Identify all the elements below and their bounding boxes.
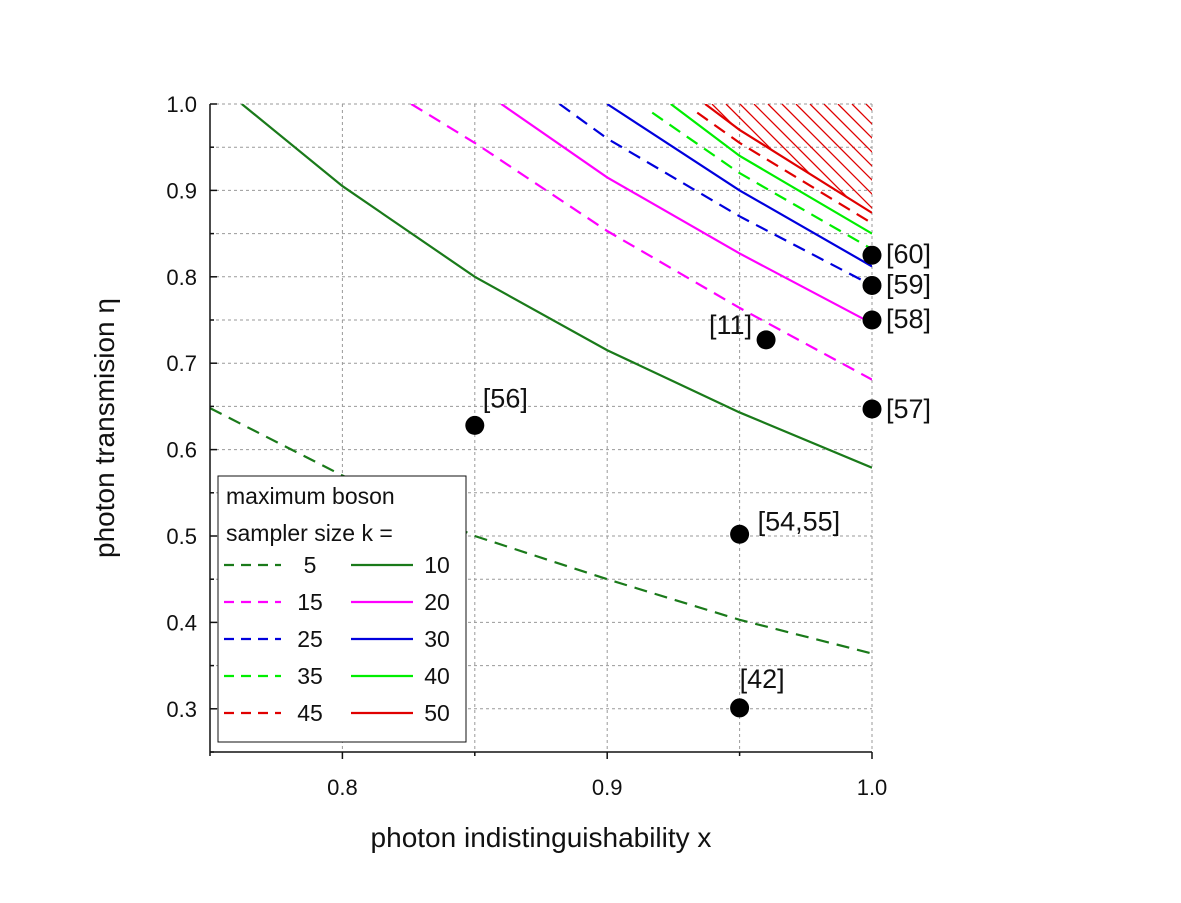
hatch-line <box>795 104 872 213</box>
legend-label-k-50: 50 <box>424 700 450 726</box>
data-point-label: [56] <box>483 383 528 413</box>
data-point-label: [11] <box>709 310 752 340</box>
data-point <box>862 245 882 265</box>
x-axis-title: photon indistinguishability x <box>371 822 712 853</box>
hatch-line <box>964 104 1084 224</box>
legend-entries: 5 10 15 20 25 30 35 40 45 50 <box>224 552 450 726</box>
x-tick-label: 0.9 <box>592 775 623 800</box>
x-tick-label: 1.0 <box>857 775 888 800</box>
legend-label-k-5: 5 <box>304 552 317 578</box>
data-point <box>756 330 776 350</box>
curve-k-5 <box>210 407 872 655</box>
hatch-line <box>1020 104 1140 224</box>
curve-k-30 <box>606 104 872 268</box>
legend-label-k-30: 30 <box>424 626 450 652</box>
y-axis-title: photon transmision η <box>89 298 120 558</box>
legend-title-line1: maximum boson <box>226 483 395 509</box>
hatch-line <box>1090 104 1181 224</box>
data-point <box>730 524 750 544</box>
legend-label-k-15: 15 <box>297 589 323 615</box>
curve-k-35 <box>651 111 872 251</box>
legend-label-k-35: 35 <box>297 663 323 689</box>
data-point <box>862 310 882 330</box>
curve-k-50 <box>704 104 872 214</box>
data-points: [60][59] [58] [57] [11] [56] [54,55] [42] <box>465 239 931 718</box>
curve-k-45 <box>696 111 872 225</box>
data-point <box>862 399 882 419</box>
data-point-label: [59] <box>886 269 931 299</box>
legend-title-line2: sampler size k = <box>226 520 393 546</box>
legend-label-k-45: 45 <box>297 700 323 726</box>
legend-label-k-25: 25 <box>297 626 323 652</box>
curve-k-20 <box>500 104 872 325</box>
hatch-line <box>1076 104 1181 224</box>
legend: maximum boson sampler size k = 5 10 15 20 25… <box>217 475 467 743</box>
hatch-line <box>1006 104 1126 224</box>
legend-label-k-40: 40 <box>424 663 450 689</box>
x-tick-label: 0.8 <box>327 775 358 800</box>
hatch-line <box>781 104 872 213</box>
y-tick-label: 0.8 <box>166 265 197 290</box>
curves <box>210 104 872 655</box>
hatch-line <box>908 104 1028 224</box>
curve-k-10 <box>241 104 872 469</box>
y-tick-label: 0.5 <box>166 524 197 549</box>
curve-k-15 <box>410 104 872 381</box>
ticks: 0.3 0.4 0.5 0.6 0.7 0.8 0.9 1.0 0.8 0.9 1.0 <box>166 92 887 800</box>
hatch-line <box>767 104 872 213</box>
hatch-line <box>837 104 872 213</box>
hatch-line <box>880 104 1000 224</box>
data-point-label: [57] <box>886 394 931 424</box>
y-tick-label: 0.7 <box>166 351 197 376</box>
curve-k-40 <box>670 104 872 235</box>
legend-label-k-10: 10 <box>424 552 450 578</box>
legend-box <box>217 475 467 743</box>
hatch-line <box>823 104 872 213</box>
data-point-label: [42] <box>740 664 785 694</box>
legend-label-k-20: 20 <box>424 589 450 615</box>
hatch-line <box>865 104 872 213</box>
data-point-label: [54,55] <box>758 506 841 536</box>
hatch-line <box>992 104 1112 224</box>
y-tick-label: 1.0 <box>166 92 197 117</box>
data-point-label: [58] <box>886 304 931 334</box>
hatch-line <box>894 104 1014 224</box>
hatch-line <box>1048 104 1168 224</box>
hatch-line <box>936 104 1056 224</box>
hatch-line <box>950 104 1070 224</box>
data-point <box>730 698 750 718</box>
hatch-line <box>978 104 1098 224</box>
y-tick-label: 0.4 <box>166 610 197 635</box>
y-tick-label: 0.3 <box>166 697 197 722</box>
y-tick-label: 0.6 <box>166 438 197 463</box>
data-point <box>465 415 485 435</box>
data-point-label: [60] <box>886 239 931 269</box>
hatch-line <box>1034 104 1154 224</box>
data-point <box>862 275 882 295</box>
hatch-line <box>1062 104 1181 224</box>
curve-k-25 <box>558 104 872 287</box>
y-tick-label: 0.9 <box>166 178 197 203</box>
hatch-line <box>809 104 872 213</box>
hatch-line <box>922 104 1042 224</box>
